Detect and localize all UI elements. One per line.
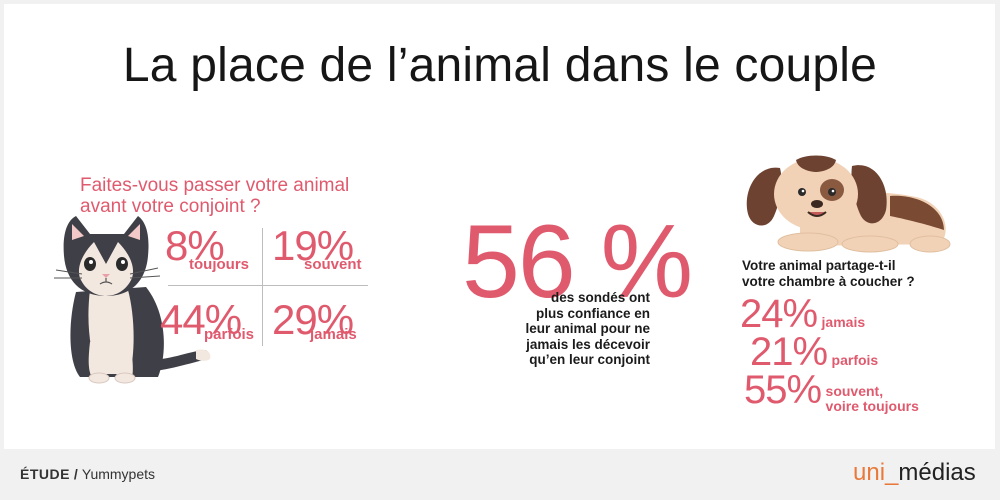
stat-bedroom-jamais-unit: %	[782, 292, 819, 336]
stat-bedroom-jamais-label: jamais	[821, 314, 866, 331]
stat-bedroom-souvent-label-line1: souvent,	[825, 382, 884, 399]
stat-jamais-value: 29	[272, 296, 318, 343]
stat-parfois-unit: %	[204, 296, 242, 343]
stat-souvent-unit: %	[316, 222, 354, 269]
stat-jamais: 29% jamais	[272, 296, 357, 344]
stat-bedroom-souvent-unit: %	[786, 368, 823, 412]
stat-toujours-label: toujours	[189, 256, 249, 273]
stat-bedroom-souvent: 55% souvent, voire toujours	[744, 368, 919, 414]
brand-logo[interactable]: uni_médias	[853, 459, 976, 487]
brand-logo-part1: uni	[853, 459, 886, 486]
stat-parfois-value: 44	[160, 296, 206, 343]
stat-bedroom-parfois-value: 21	[750, 330, 793, 374]
cat-illustration	[54, 216, 211, 384]
dog-illustration	[746, 155, 951, 253]
footer-source: ÉTUDE / Yummypets	[20, 466, 155, 482]
stat-bedroom-parfois-label: parfois	[831, 352, 879, 369]
stat-trust-line: qu’en leur conjoint	[529, 352, 650, 367]
footer-source-name: Yummypets	[81, 466, 156, 482]
question-bedroom-line1: Votre animal partage-t-il	[742, 258, 896, 273]
stat-trust-line: leur animal pour ne	[525, 321, 650, 336]
stat-toujours-unit: %	[187, 222, 224, 269]
stat-trust-value: 56 %	[462, 204, 693, 320]
stat-souvent-value: 19	[272, 222, 318, 269]
stat-bedroom-souvent-label: souvent, voire toujours	[825, 382, 919, 414]
stat-toujours-value: 8	[165, 222, 188, 269]
stat-bedroom-jamais: 24% jamais	[740, 292, 865, 337]
stat-bedroom-jamais-value: 24	[740, 292, 783, 336]
stat-jamais-label: jamais	[310, 326, 357, 343]
stat-trust-line: plus confiance en	[535, 305, 650, 321]
footer-study-label: ÉTUDE	[20, 466, 70, 482]
stat-parfois: 44% parfois	[160, 296, 254, 344]
question-pet-priority-line2: avant votre conjoint ?	[80, 196, 261, 217]
page-title: La place de l’animal dans le couple	[122, 39, 878, 92]
stats-divider-horizontal	[168, 285, 368, 286]
question-pet-priority-line1: Faites-vous passer votre animal	[80, 175, 350, 196]
question-bedroom-line2: votre chambre à coucher ?	[742, 273, 915, 289]
stat-bedroom-parfois-unit: %	[792, 330, 829, 374]
question-bedroom: Votre animal partage-t-il votre chambre …	[742, 258, 972, 289]
stat-bedroom-souvent-value: 55	[744, 368, 787, 412]
stat-trust-line: des sondés ont	[550, 290, 650, 305]
brand-logo-underscore: _	[885, 459, 899, 486]
stat-toujours: 8% toujours	[165, 222, 249, 273]
brand-logo-part2: médias	[898, 459, 976, 486]
stat-trust-line: jamais les décevoir	[526, 336, 650, 352]
stat-souvent-label: souvent	[304, 256, 362, 273]
stat-bedroom-souvent-label-line2: voire toujours	[825, 397, 919, 414]
stat-souvent: 19% souvent	[272, 222, 362, 273]
stat-jamais-unit: %	[316, 296, 354, 343]
stat-bedroom-parfois: 21% parfois	[750, 330, 878, 375]
question-pet-priority: Faites-vous passer votre animal avant vo…	[80, 175, 400, 217]
stat-parfois-label: parfois	[204, 326, 255, 343]
footer-separator: /	[73, 466, 79, 482]
stats-divider-vertical	[262, 228, 263, 346]
stat-trust-description: des sondés ont plus confiance en leur an…	[470, 290, 650, 368]
